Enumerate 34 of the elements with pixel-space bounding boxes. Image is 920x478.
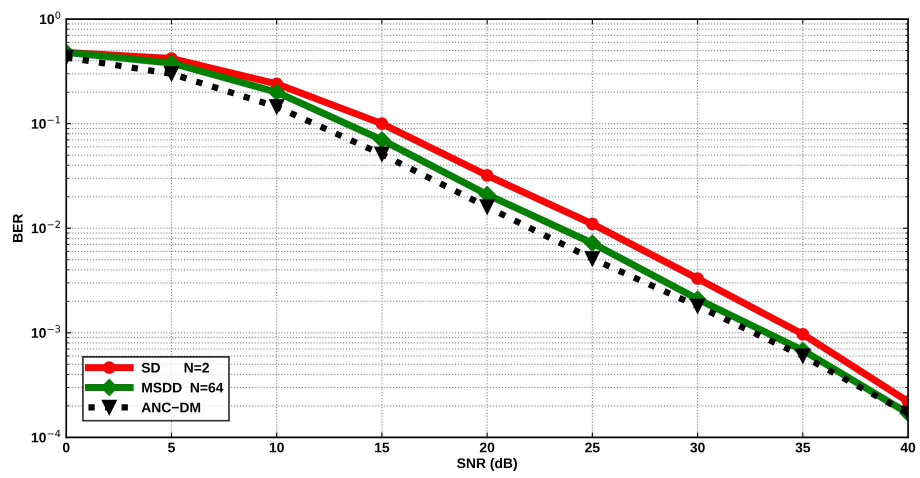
y-axis-title: BER — [12, 214, 23, 242]
point — [480, 169, 494, 182]
y-tick-label: 10$^{−1}$ — [32, 116, 60, 129]
y-tick-label: 10$^{−2}$ — [32, 220, 60, 234]
x-tick-label: 25 — [585, 442, 600, 452]
x-tick-label: 30 — [690, 442, 705, 452]
x-axis-title: SNR (dB) — [457, 458, 517, 471]
x-tick-label: 0 — [62, 442, 70, 452]
point — [376, 117, 388, 130]
point — [373, 131, 390, 148]
point — [690, 298, 706, 314]
point — [584, 234, 601, 252]
point — [796, 328, 810, 340]
x-tick-label: 20 — [480, 442, 494, 452]
y-tick-label: 10$^{−4}$ — [32, 430, 60, 442]
x-tick-label: 40 — [900, 442, 916, 452]
x-tick-label: 5 — [168, 442, 175, 452]
legend-label: SD N=2 — [142, 362, 209, 373]
point — [164, 66, 180, 82]
point — [374, 146, 390, 162]
point — [268, 84, 286, 101]
x-tick-label: 35 — [795, 442, 810, 452]
x-tick-label: 15 — [375, 442, 390, 452]
y-tick-label: 10$^{−3}$ — [32, 325, 60, 338]
x-tick-label: 10 — [270, 442, 284, 452]
point — [795, 348, 810, 364]
point — [480, 199, 495, 215]
legend-label: ANC−DM — [142, 402, 200, 412]
point — [691, 272, 704, 285]
y-tick-label: 10$^{0}$ — [40, 12, 60, 24]
point — [584, 251, 600, 266]
legend-label: MSDD N=64 — [142, 382, 224, 393]
point — [586, 218, 599, 230]
point — [269, 99, 284, 114]
